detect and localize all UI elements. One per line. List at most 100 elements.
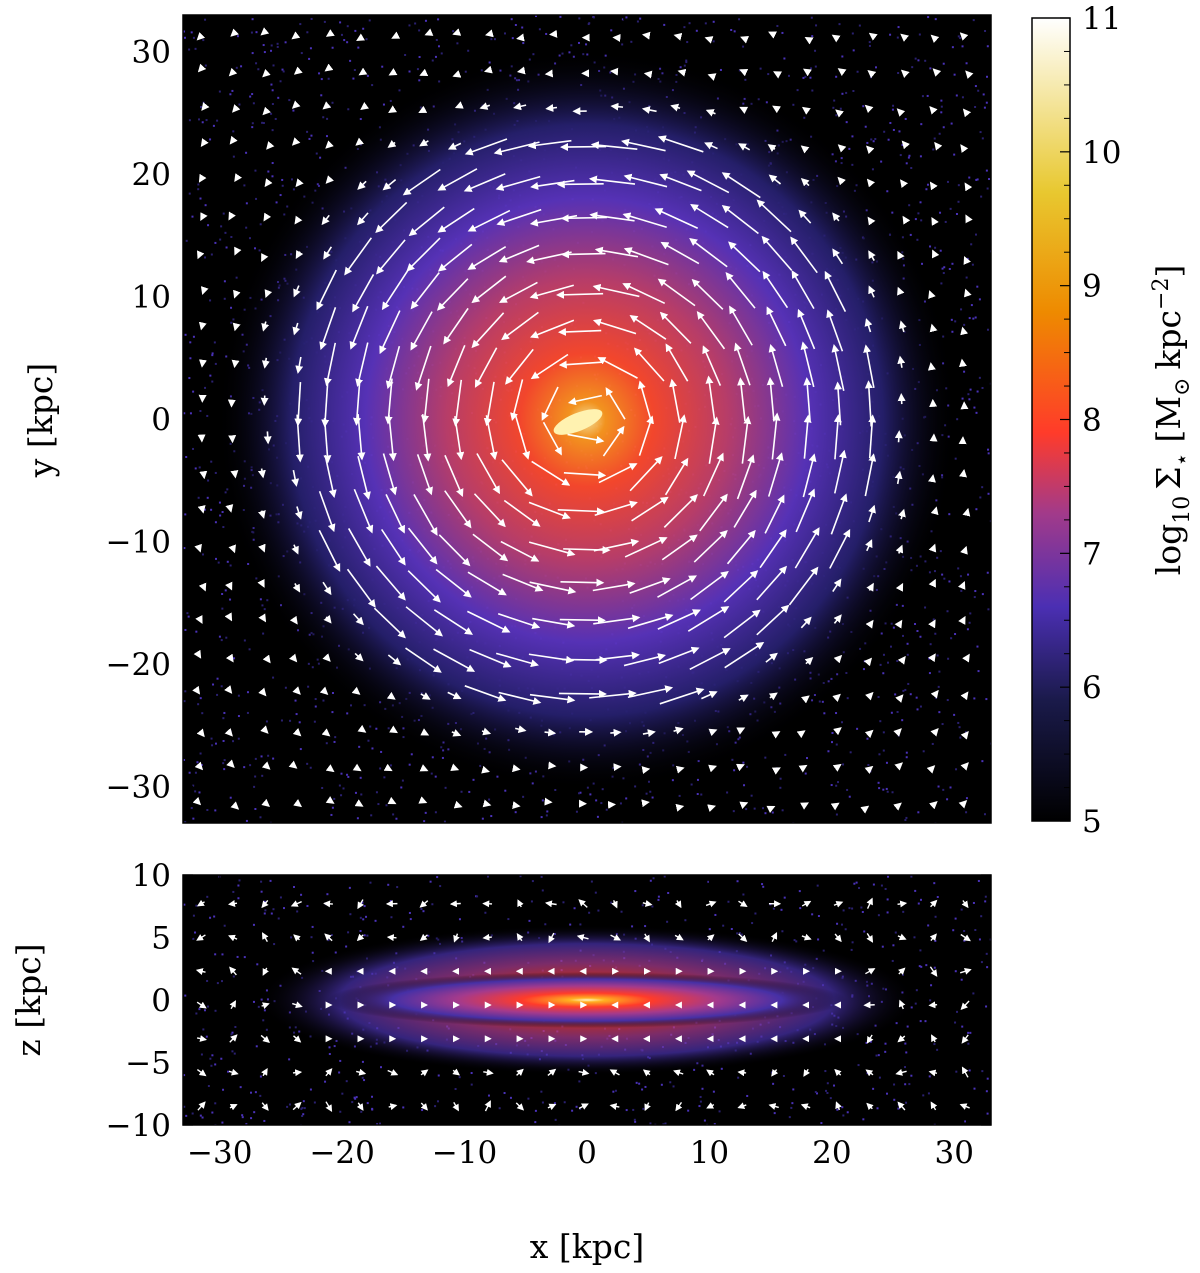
velocity-arrow bbox=[830, 802, 840, 811]
noise-dot bbox=[578, 17, 581, 20]
noise-dot bbox=[246, 711, 249, 714]
noise-dot bbox=[979, 496, 982, 499]
velocity-arrow bbox=[454, 101, 464, 109]
noise-dot bbox=[779, 786, 782, 789]
velocity-arrow bbox=[831, 34, 841, 43]
velocity-arrow bbox=[669, 378, 681, 423]
noise-dot bbox=[824, 1070, 827, 1073]
velocity-arrow bbox=[578, 1103, 589, 1110]
velocity-arrow bbox=[200, 138, 209, 148]
noise-dot bbox=[214, 521, 217, 524]
noise-dot bbox=[874, 137, 877, 140]
noise-dot bbox=[772, 1082, 775, 1085]
noise-dot bbox=[634, 1120, 637, 1123]
velocity-arrow bbox=[408, 206, 445, 237]
velocity-arrow bbox=[929, 323, 938, 333]
noise-dot bbox=[931, 742, 934, 745]
noise-dot bbox=[866, 737, 869, 740]
y-tick-label: 0 bbox=[151, 402, 171, 438]
velocity-arrow bbox=[960, 933, 971, 942]
velocity-arrow bbox=[356, 933, 365, 942]
noise-dot bbox=[964, 1120, 967, 1123]
noise-dot bbox=[204, 204, 207, 207]
noise-dot bbox=[188, 48, 191, 51]
noise-dot bbox=[849, 751, 852, 754]
velocity-arrow bbox=[528, 501, 571, 520]
velocity-arrow bbox=[228, 900, 238, 907]
velocity-arrow bbox=[866, 1034, 874, 1044]
noise-dot bbox=[804, 772, 807, 775]
noise-dot bbox=[331, 711, 334, 714]
noise-dot bbox=[783, 57, 786, 60]
velocity-arrow bbox=[516, 33, 525, 42]
noise-dot bbox=[872, 140, 875, 143]
velocity-arrow bbox=[291, 137, 301, 146]
noise-dot bbox=[826, 1082, 829, 1085]
velocity-arrow bbox=[289, 615, 298, 625]
noise-dot bbox=[955, 212, 958, 215]
noise-dot bbox=[954, 1021, 957, 1024]
noise-dot bbox=[908, 1083, 911, 1086]
noise-dot bbox=[222, 717, 225, 720]
noise-dot bbox=[730, 927, 733, 930]
noise-dot bbox=[270, 112, 273, 115]
noise-dot bbox=[937, 785, 940, 788]
velocity-arrow bbox=[479, 102, 491, 110]
noise-dot bbox=[218, 90, 221, 93]
velocity-arrow bbox=[229, 966, 237, 976]
velocity-arrow bbox=[687, 606, 730, 632]
velocity-arrow bbox=[592, 283, 640, 298]
noise-dot bbox=[909, 693, 912, 696]
velocity-arrow bbox=[771, 412, 781, 460]
velocity-arrow bbox=[593, 538, 640, 552]
velocity-arrow bbox=[452, 70, 462, 78]
noise-dot bbox=[753, 807, 756, 810]
noise-dot bbox=[881, 945, 884, 948]
noise-dot bbox=[649, 879, 652, 882]
velocity-arrow bbox=[833, 449, 847, 494]
noise-dot bbox=[535, 15, 538, 18]
noise-dot bbox=[333, 740, 336, 743]
noise-dot bbox=[306, 904, 309, 907]
velocity-arrow bbox=[443, 307, 469, 345]
noise-dot bbox=[965, 276, 968, 279]
noise-dot bbox=[736, 880, 739, 883]
colorbar-tick-label: 10 bbox=[1082, 135, 1121, 171]
velocity-arrow bbox=[541, 386, 559, 421]
noise-dot bbox=[229, 93, 232, 96]
noise-dot bbox=[306, 762, 309, 765]
noise-dot bbox=[194, 771, 197, 774]
noise-dot bbox=[904, 117, 907, 120]
noise-dot bbox=[904, 819, 907, 822]
velocity-arrow bbox=[962, 507, 971, 517]
noise-dot bbox=[621, 43, 624, 46]
velocity-arrow bbox=[926, 765, 936, 774]
noise-dot bbox=[292, 109, 295, 112]
velocity-arrow bbox=[689, 237, 728, 268]
noise-dot bbox=[346, 41, 349, 44]
noise-dot bbox=[400, 786, 403, 789]
noise-dot bbox=[221, 1121, 224, 1124]
noise-dot bbox=[198, 118, 201, 121]
velocity-arrow bbox=[316, 269, 338, 311]
noise-dot bbox=[211, 380, 214, 383]
velocity-arrow bbox=[958, 615, 966, 625]
velocity-arrow bbox=[419, 900, 429, 908]
noise-dot bbox=[265, 1028, 268, 1031]
noise-dot bbox=[948, 267, 951, 270]
noise-dot bbox=[836, 922, 839, 925]
noise-dot bbox=[200, 763, 203, 766]
noise-dot bbox=[960, 308, 963, 311]
velocity-arrow bbox=[930, 727, 939, 737]
noise-dot bbox=[435, 38, 438, 41]
noise-dot bbox=[197, 703, 200, 706]
noise-dot bbox=[987, 448, 990, 451]
noise-dot bbox=[282, 70, 285, 73]
edge-on-x-ticks: −30 −20 −10 0 10 20 30 bbox=[182, 875, 992, 1171]
velocity-arrow bbox=[323, 614, 332, 624]
noise-dot bbox=[924, 59, 927, 62]
velocity-arrow bbox=[738, 694, 749, 702]
noise-dot bbox=[369, 881, 372, 884]
velocity-arrow bbox=[346, 568, 376, 608]
noise-dot bbox=[183, 700, 186, 703]
